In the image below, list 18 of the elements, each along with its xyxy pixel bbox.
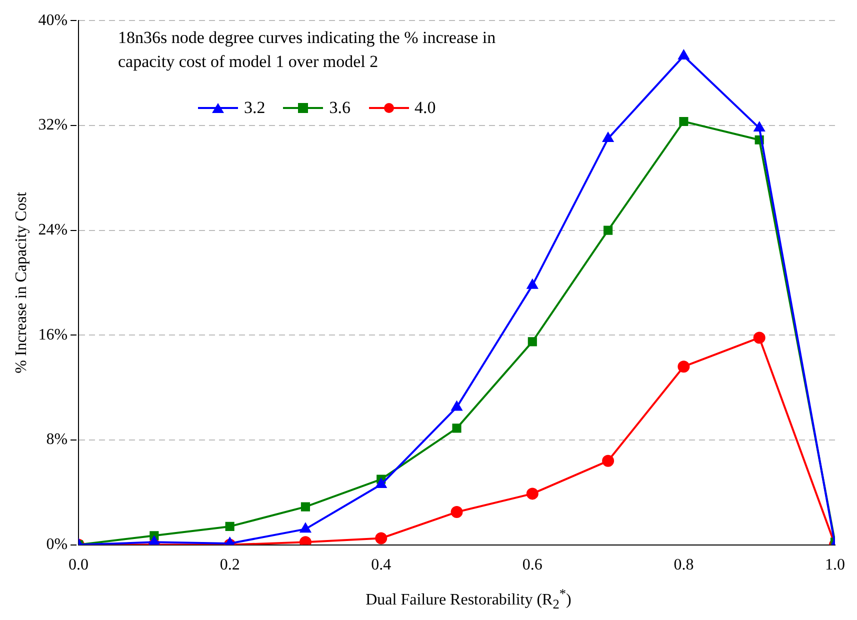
x-tick-label: 0.2 bbox=[220, 556, 240, 574]
x-tick-label: 0.6 bbox=[522, 556, 542, 574]
x-tick-label: 1.0 bbox=[825, 556, 845, 574]
y-tick-label: 0% bbox=[46, 536, 68, 554]
y-tick-label: 24% bbox=[38, 221, 68, 238]
x-tick-label: 0.0 bbox=[68, 556, 89, 574]
legend-label: 3.2 bbox=[244, 98, 266, 118]
text: 18n36s node degree curves indicating the % increase in capacity cost of model 1 over model 2 bbox=[118, 27, 497, 73]
y-tick-label: 16% bbox=[38, 326, 68, 344]
x-tick-label: 0.4 bbox=[371, 556, 392, 574]
y-tick-label: 32% bbox=[38, 116, 68, 134]
legend-label: 3.6 bbox=[329, 98, 350, 118]
legend-label: 4.0 bbox=[414, 98, 436, 118]
y-axis-title: % Increase in Capacity Cost bbox=[12, 192, 30, 374]
y-tick-label: 8% bbox=[46, 431, 68, 448]
x-axis-title: Dual Failure Restorability (R$_{2}$$^{*}$) bbox=[364, 586, 572, 613]
x-tick-label: 0.8 bbox=[674, 556, 694, 574]
y-tick-label: 40% bbox=[38, 12, 68, 29]
